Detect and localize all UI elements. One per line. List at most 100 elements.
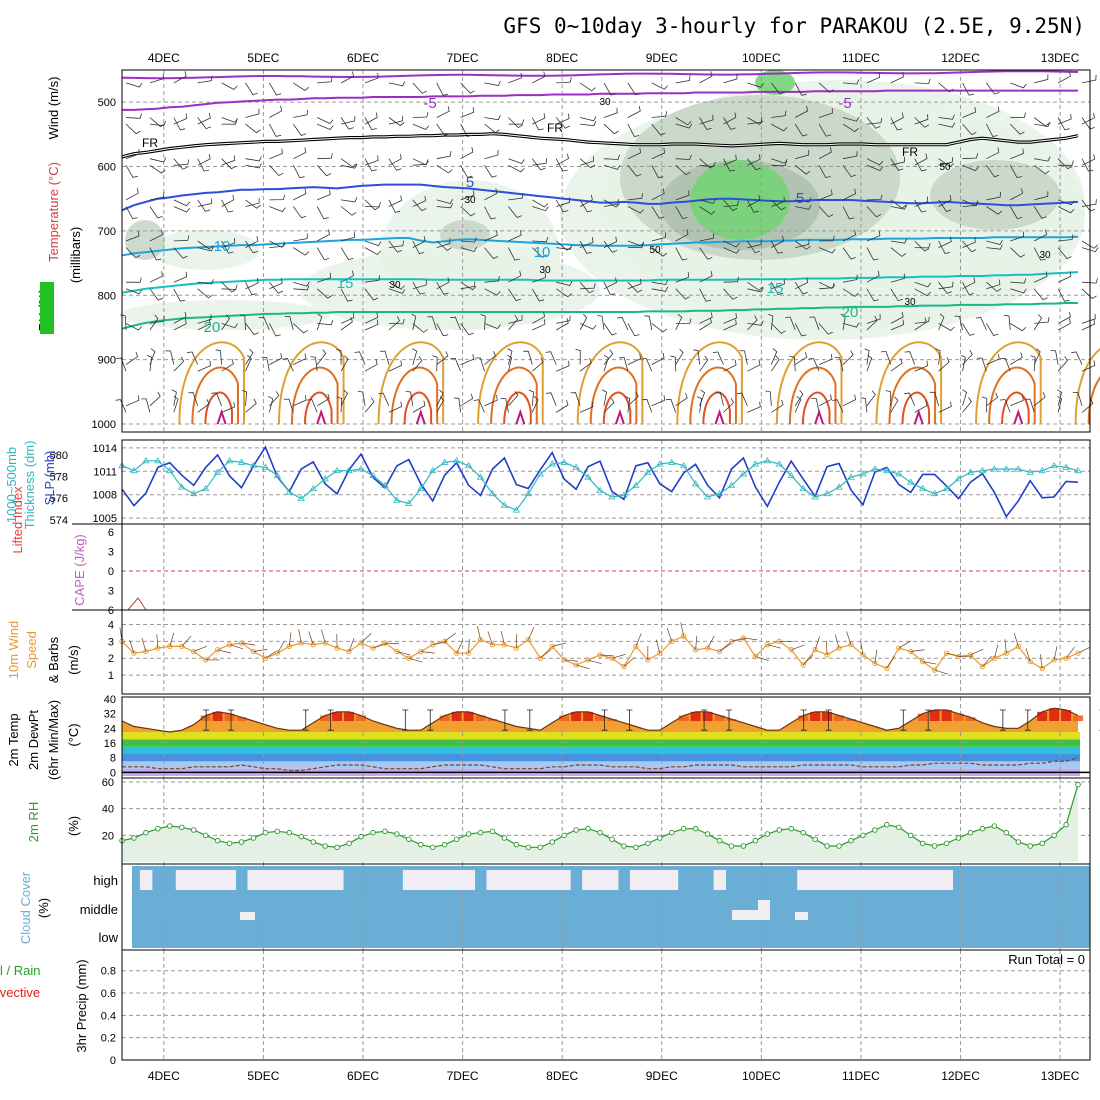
slp-tick-3: 1014 (93, 443, 117, 455)
wind-barb (723, 112, 737, 125)
wind-barb (842, 288, 859, 297)
wind-barb (197, 199, 211, 212)
wind-barb (149, 73, 164, 84)
wind-barb-10m (477, 625, 481, 640)
thickness-marker (154, 457, 162, 464)
wind-barb-10m (408, 657, 423, 663)
wind-barb (842, 165, 856, 178)
wind-barb (197, 117, 211, 130)
wind-barb (1071, 351, 1083, 365)
rh-point (143, 829, 149, 836)
wind-barb (651, 111, 667, 118)
wind-barb (188, 392, 199, 406)
wind-barb (269, 123, 282, 137)
wind-barb (340, 158, 357, 168)
wind-speed-point (191, 648, 197, 655)
wind-barb (986, 279, 1001, 290)
wind-barb-10m (1077, 646, 1091, 654)
date-top-7: 11DEC (842, 51, 880, 65)
wind-barb (125, 206, 138, 220)
date-top-0: 4DEC (148, 51, 180, 65)
wind-barb (211, 392, 222, 406)
isotherm-label-1: -5 (838, 95, 851, 112)
rh-point (286, 829, 293, 836)
wind-speed-point (728, 638, 735, 644)
thickness-marker (859, 470, 867, 477)
wind-barb (890, 288, 904, 302)
boundary-peak-8 (1013, 408, 1024, 425)
wind-speed-point (489, 642, 496, 648)
thickness-marker (130, 466, 138, 474)
wind-barb-10m (970, 648, 984, 656)
cloud-high-clear (713, 870, 727, 890)
wind-barb (579, 240, 592, 254)
wind-barb (1050, 350, 1059, 365)
wind-barb (603, 107, 618, 118)
rh-point (1015, 839, 1022, 845)
wind-barb (1057, 288, 1070, 302)
wind-barb (1057, 71, 1071, 84)
thickness-marker (1074, 466, 1082, 474)
wind-barb (1010, 188, 1024, 201)
wind-barb (1010, 123, 1025, 135)
wind-barb (1081, 247, 1099, 253)
temp-label-a: 2m Temp (6, 713, 21, 766)
wind-barb (866, 354, 873, 372)
wind-barb (221, 284, 238, 290)
wind-barb (149, 120, 167, 127)
cloud-label-b: (%) (36, 898, 51, 918)
thickness-tick-3: 580 (50, 450, 68, 462)
wind-barb (436, 240, 452, 251)
date-bottom-5: 9DEC (646, 1069, 678, 1083)
thickness-marker (966, 468, 975, 475)
wind-barb (484, 395, 498, 407)
wind-barb (627, 147, 642, 160)
rh-point (358, 833, 364, 840)
rh-point (931, 843, 938, 849)
wind-barb (460, 190, 475, 201)
wind-label-c: & Barbs (46, 636, 61, 683)
wind-barb (245, 323, 259, 335)
wind-barb (644, 315, 653, 331)
wind-barb (364, 199, 380, 211)
wind-barb (675, 272, 690, 283)
wind-barb (1081, 288, 1097, 300)
date-bottom-3: 7DEC (447, 1069, 479, 1083)
wind-barb-10m (141, 637, 147, 652)
wind-barb (890, 158, 904, 171)
wind-barb (508, 119, 525, 125)
rh-point (836, 843, 842, 849)
wind-barb (197, 279, 214, 285)
wind-barb-10m (1004, 639, 1007, 654)
wind-barb (531, 288, 545, 302)
boundary-peak-5 (714, 408, 725, 425)
minmax-bar (626, 709, 633, 731)
wind-barb (818, 108, 833, 118)
wind-barb (890, 311, 904, 324)
wind-barb (771, 160, 788, 167)
wind-barb (641, 398, 653, 413)
temp-tick-4: 32 (104, 709, 116, 721)
wind-barb (340, 232, 355, 242)
thickness-tick-1: 576 (50, 493, 68, 505)
wind-barb-10m (994, 644, 999, 659)
wind-barb (795, 149, 810, 160)
wind-barb (1072, 391, 1083, 406)
rh-point (202, 832, 209, 839)
wind-barb (914, 153, 928, 166)
boundary-loop-0-1 (191, 366, 239, 425)
wind-barb (556, 280, 573, 286)
wind-barb (770, 355, 780, 372)
rh-point (573, 827, 579, 833)
thickness-marker (417, 484, 425, 492)
wind-barb (508, 206, 522, 218)
wind-barb (723, 240, 740, 248)
wind-barb (938, 357, 950, 372)
wind-barb (715, 391, 724, 406)
wind-barb (197, 399, 210, 413)
wind-barb (269, 194, 286, 201)
wind-barb (149, 316, 165, 324)
wind-barb (665, 398, 677, 413)
wind-barb (555, 240, 572, 251)
wind-barb (432, 355, 438, 372)
